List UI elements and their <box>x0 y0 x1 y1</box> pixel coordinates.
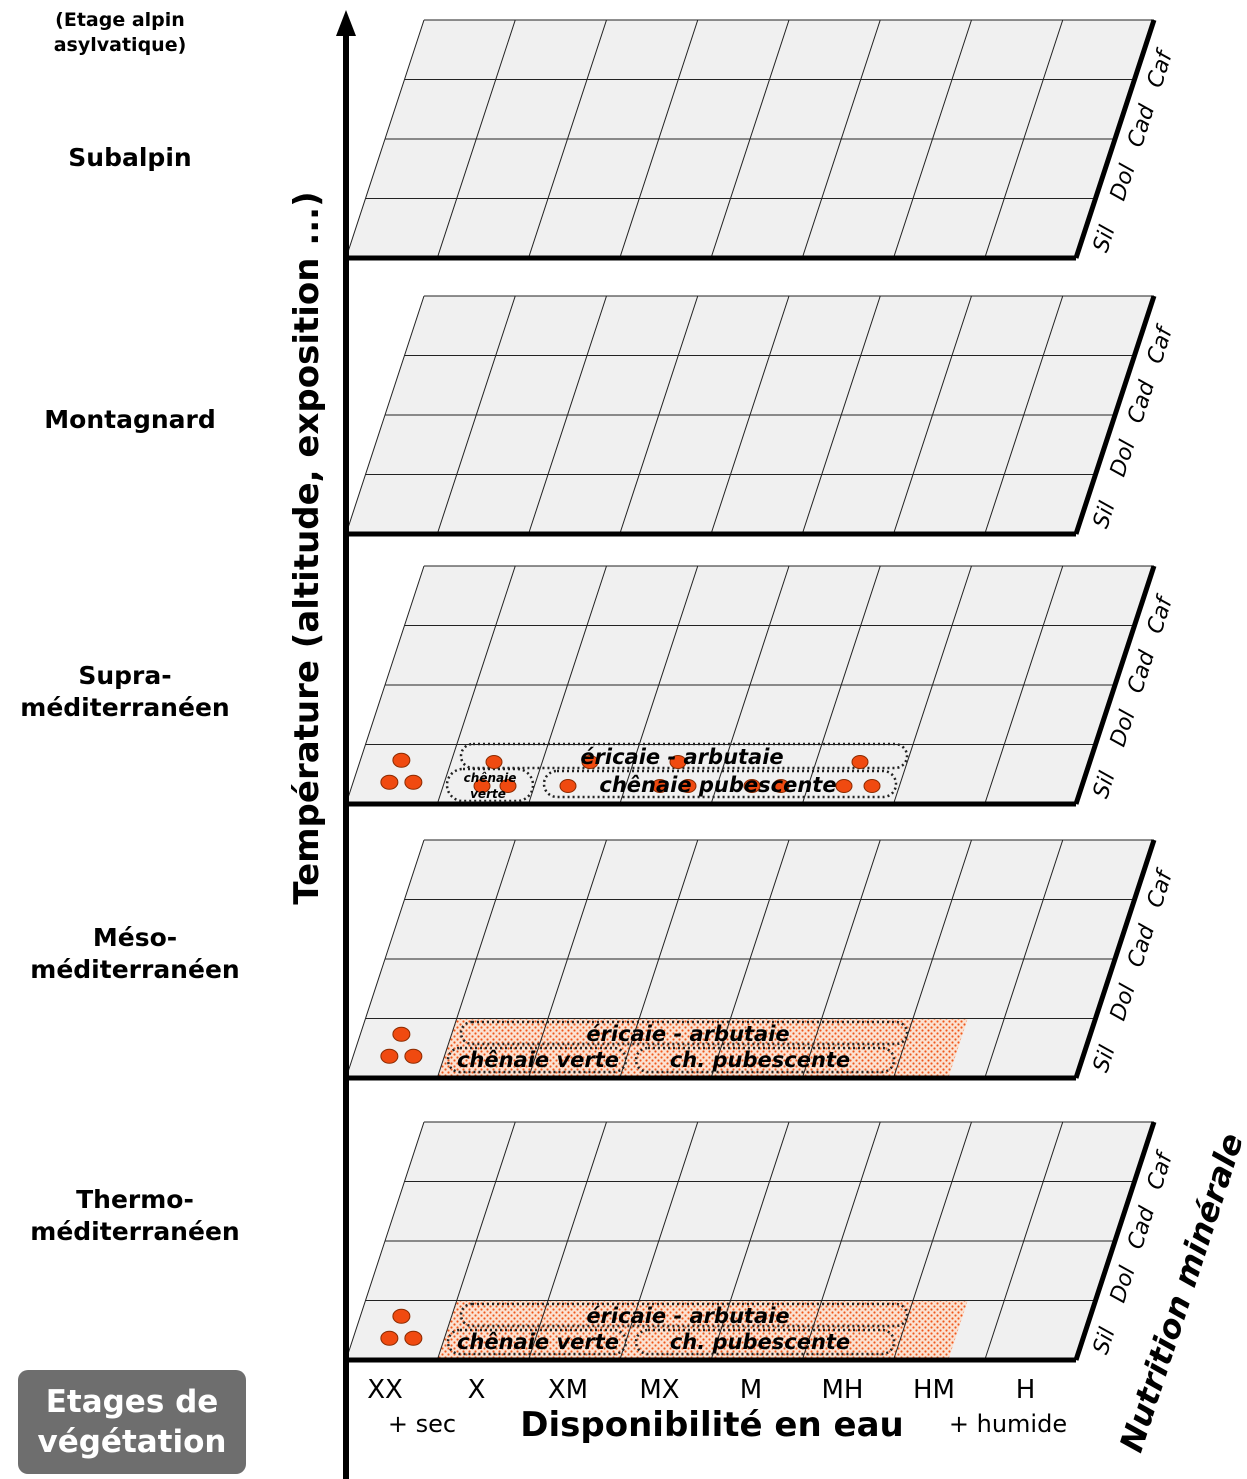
level-label-thermo: Thermo-méditerranéen <box>30 1185 240 1246</box>
water-category: X <box>468 1375 486 1405</box>
box-line-2: végétation <box>37 1424 227 1460</box>
temperature-axis <box>336 10 356 1479</box>
zone-chenaie-verte: chênaie <box>464 771 517 785</box>
zone-ericaie: éricaie - arbutaie <box>580 745 783 769</box>
nutrition-label: Dol <box>1106 1263 1141 1305</box>
zone-ericaie: éricaie - arbutaie <box>586 1304 789 1328</box>
nutrition-label: Cad <box>1123 921 1160 970</box>
dots-meso <box>380 1026 423 1064</box>
nutrition-label: Sil <box>1089 1325 1121 1358</box>
nutrition-label: Caf <box>1143 45 1179 91</box>
nutrition-label: Caf <box>1143 591 1179 637</box>
nutrition-label: Sil <box>1089 223 1121 256</box>
zone-chenaie-verte: chênaie verte <box>457 1048 619 1072</box>
water-category: H <box>1016 1375 1036 1405</box>
dots-supra <box>380 752 423 790</box>
nutrition-label: Cad <box>1123 377 1160 426</box>
zone-thermo <box>437 1300 968 1360</box>
level-label-supra: Supra-méditerranéen <box>20 661 230 722</box>
nutrition-label: Cad <box>1123 647 1160 696</box>
plane-subalpine: Sil Dol Cad Caf <box>345 19 1179 261</box>
zone-chenaie-verte: chênaie verte <box>457 1330 619 1354</box>
plane-supra: Sil Dol Cad Caf éricaie - arbutaie chênaie pu… <box>345 565 1179 807</box>
vegetation-levels-box: Etages de végétation <box>18 1370 246 1474</box>
nutrition-label: Sil <box>1089 769 1121 802</box>
water-category: XX <box>367 1375 403 1405</box>
level-label-subalpine: Subalpin <box>68 143 192 172</box>
nutrition-label: Dol <box>1106 437 1141 479</box>
zone-pubescente: ch. pubescente <box>670 1048 850 1072</box>
temperature-planes: Sil Dol Cad Caf Sil Dol Cad Caf Sil Dol Cad Caf éric… <box>345 19 1179 1363</box>
water-category: MH <box>822 1375 864 1405</box>
nutrition-label: Sil <box>1089 1043 1121 1076</box>
plane-montane: Sil Dol Cad Caf <box>345 295 1179 537</box>
box-line-1: Etages de <box>45 1384 219 1420</box>
y-axis-label: Température (altitude, exposition ...) <box>287 191 327 904</box>
nutrition-label: Dol <box>1106 161 1141 203</box>
nutrition-label: Cad <box>1123 1203 1160 1252</box>
x-right-note: + humide <box>949 1410 1067 1438</box>
water-category: XM <box>548 1375 588 1405</box>
level-label-meso: Méso-méditerranéen <box>30 923 240 984</box>
nutrition-label: Dol <box>1106 707 1141 749</box>
level-label-montane: Montagnard <box>44 405 216 434</box>
nutrition-label: Sil <box>1089 499 1121 532</box>
nutrition-label: Caf <box>1143 865 1179 911</box>
dots-thermo <box>380 1308 423 1346</box>
zone-pubescente: ch. pubescente <box>670 1330 850 1354</box>
water-category-labels: XX X XM MX M MH HM H <box>367 1375 1035 1405</box>
zone-meso <box>437 1018 968 1078</box>
x-left-note: + sec <box>388 1410 456 1438</box>
zone-ericaie: éricaie - arbutaie <box>586 1022 789 1046</box>
nutrition-label: Dol <box>1106 981 1141 1023</box>
zone-labels-supra: éricaie - arbutaie chênaie pubescente chên… <box>445 742 909 803</box>
x-axis-label: Disponibilité en eau <box>520 1405 903 1445</box>
nutrition-label: Caf <box>1143 321 1179 367</box>
nutrition-label: Cad <box>1123 101 1160 150</box>
level-label-alpine: (Etage alpin asylvatique) <box>53 9 187 56</box>
nutrition-label: Caf <box>1143 1147 1179 1193</box>
zone-pubescente: chênaie pubescente <box>599 773 836 797</box>
zone-chenaie-verte-2: verte <box>470 787 506 801</box>
water-category: HM <box>913 1375 955 1405</box>
water-category: MX <box>639 1375 679 1405</box>
water-category: M <box>740 1375 762 1405</box>
